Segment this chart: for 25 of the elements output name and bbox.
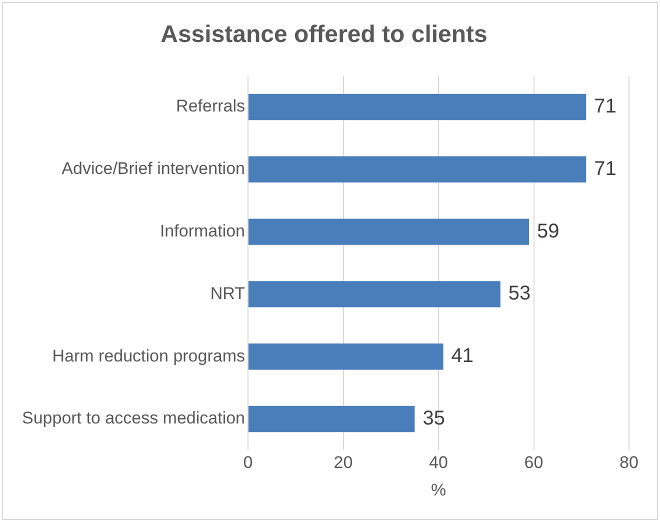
y-tick-label: Advice/Brief intervention [62,159,246,178]
bar [248,156,586,183]
y-tick-label: NRT [210,284,246,303]
y-tick-label: Information [160,221,246,240]
bar [248,406,415,432]
x-tick-label: 40 [429,453,448,472]
data-label: 35 [422,408,445,430]
x-tick-label: 0 [243,453,253,472]
y-tick-label: Harm reduction programs [52,346,246,366]
x-axis-title: % [430,480,446,500]
bar [248,218,529,245]
y-tick-label: Support to access medication [22,408,246,428]
x-tick-label: 20 [334,453,353,472]
data-label: 71 [594,96,616,118]
data-label: 59 [536,220,560,242]
bar [248,281,500,308]
data-label: 71 [594,158,616,180]
bar [248,94,586,120]
data-label: 53 [508,282,531,305]
data-label: 41 [451,345,474,368]
x-tick-label: 80 [620,453,638,472]
bar [248,343,444,370]
chart-title: Assistance offered to clients [160,21,488,48]
y-tick-label: Referrals [176,96,246,116]
x-tick-label: 60 [524,453,544,472]
